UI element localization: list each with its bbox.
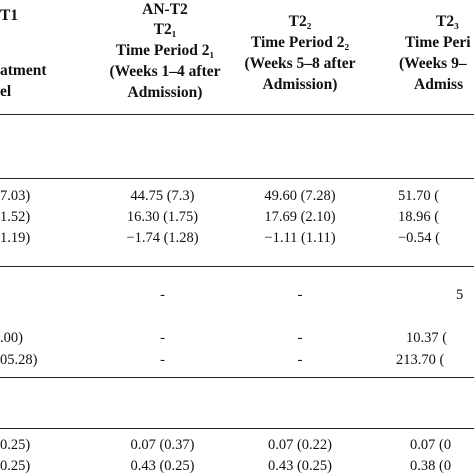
cell-an-t2: 0.43 (0.25) [130,458,195,474]
cell-an-t2: 0.07 (0.37) [130,437,195,453]
section-rule-1 [0,178,474,179]
cell-t1: 05.28) [0,352,38,368]
cell-t2-3: 0.38 (0 [410,458,452,474]
cell-t2-3: 213.70 ( [396,352,445,368]
section-rule-2 [0,266,474,267]
header-t2-3-line4: Admiss [414,76,464,93]
header-t2-2-line4: Admission) [262,76,338,93]
cell-t2-2: 17.69 (2.10) [264,209,336,225]
cell-t2-3: −0.54 ( [398,230,441,246]
cell-t1: .00) [0,330,23,346]
cell-an-t2: 16.30 (1.75) [126,209,199,225]
cell-t1: 0.25) [0,437,31,453]
cell-t2-3: 0.07 (0 [410,437,452,453]
header-an-t2-line5: Admission) [127,84,203,101]
cell-an-t2: - [160,352,165,368]
cell-t1: 1.52) [0,209,31,225]
header-t2-3-line1: T2₃ [436,13,459,30]
cell-t2-2: −1.11 (1.11) [264,230,336,246]
cell-t2-2: 0.43 (0.25) [267,458,333,474]
cell-t1: 1.19) [0,230,31,246]
header-t2-3-line2: Time Peri [405,34,471,51]
cell-t2-3: 10.37 ( [406,330,448,346]
header-t2-2-line1: T2₂ [288,13,312,30]
cell-t2-3: 51.70 ( [398,188,440,204]
header-an-t2-line1: AN-T2 [142,1,188,18]
header-t2-2-line2: Time Period 2₂ [250,34,350,51]
header-t2-3-line3: (Weeks 9– [399,55,467,72]
cell-an-t2: −1.74 (1.28) [126,230,199,246]
cell-t1: 7.03) [0,188,31,204]
cell-t2-2: - [297,330,303,346]
header-an-t2-line4: (Weeks 1–4 after [109,63,221,80]
cell-t1: 0.25) [0,458,31,474]
cell-an-t2: - [160,330,165,346]
cell-an-t2: 44.75 (7.3) [130,188,195,204]
header-t2-2-line3: (Weeks 5–8 after [244,55,356,72]
header-an-t2-line3: Time Period 2₁ [115,42,215,59]
cell-t2-2: - [297,287,303,303]
cell-t2-3: 5 [456,287,464,303]
header-t1-line3: el [0,83,12,100]
cell-t2-2: 49.60 (7.28) [264,188,336,204]
cell-an-t2: - [160,287,165,303]
section-rule-4 [0,428,474,429]
section-rule-3 [0,377,474,378]
header-rule [0,114,474,115]
cell-t2-2: 0.07 (0.22) [267,437,333,453]
header-an-t2-line2: T2₁ [153,21,177,38]
cell-t2-3: 18.96 ( [398,209,440,225]
header-t1-line2: atment [0,62,47,79]
header-t1-line1: T1 [0,7,19,24]
cell-t2-2: - [297,352,303,368]
